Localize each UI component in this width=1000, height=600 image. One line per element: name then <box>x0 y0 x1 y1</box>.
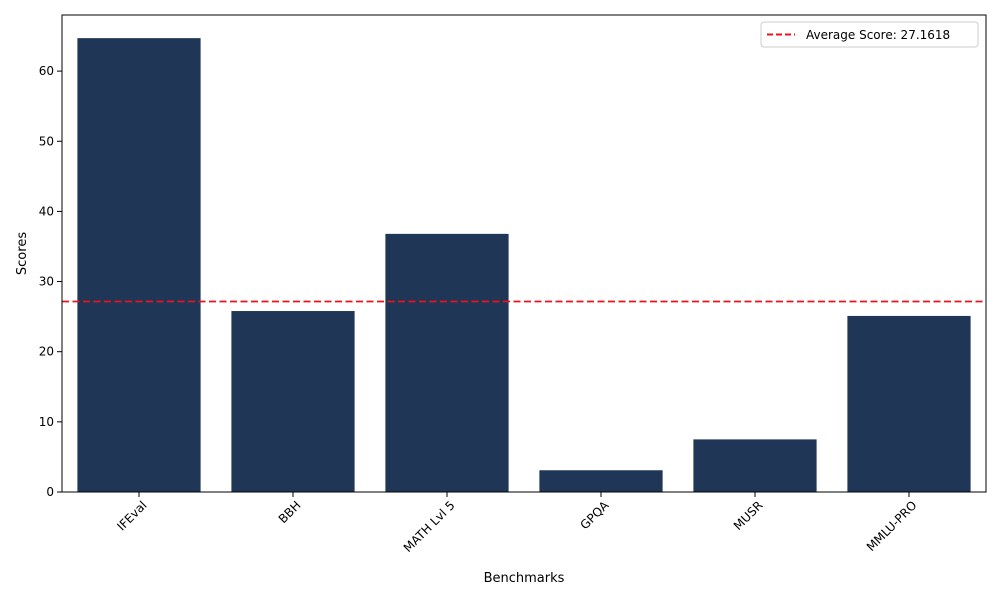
plot-frame <box>61 14 987 493</box>
y-tick-label: 60 <box>39 64 54 78</box>
x-tick-label: MMLU-PRO <box>864 498 920 554</box>
y-tick-label: 30 <box>39 275 54 289</box>
bar-gpqa <box>539 470 663 492</box>
y-tick-label: 50 <box>39 134 54 148</box>
legend-box <box>760 21 979 48</box>
bar-ifeval <box>77 38 201 492</box>
bar-bbh <box>231 311 355 492</box>
legend-label: Average Score: 27.1618 <box>806 28 950 42</box>
x-axis: IFEval BBH MATH Lvl 5 GPQA MUSR MMLU-PRO <box>114 492 920 555</box>
x-tick-label: MUSR <box>731 498 766 533</box>
y-tick-label: 40 <box>39 204 54 218</box>
y-axis: 0 10 20 30 40 50 60 <box>39 64 62 499</box>
x-axis-label: Benchmarks <box>484 571 565 586</box>
x-tick-label: BBH <box>276 498 304 526</box>
bar-mmlu-pro <box>847 315 971 492</box>
bar-math-lvl-5 <box>385 233 509 492</box>
x-tick-label: IFEval <box>114 498 149 533</box>
y-axis-label: Scores <box>15 232 30 275</box>
bar-musr <box>693 439 817 492</box>
y-tick-label: 0 <box>46 485 54 499</box>
legend: Average Score: 27.1618 <box>760 21 979 48</box>
x-tick-label: MATH Lvl 5 <box>401 498 458 555</box>
x-tick-label: GPQA <box>578 498 613 533</box>
y-tick-label: 20 <box>39 345 54 359</box>
bars-group <box>77 38 971 492</box>
y-tick-label: 10 <box>39 415 54 429</box>
